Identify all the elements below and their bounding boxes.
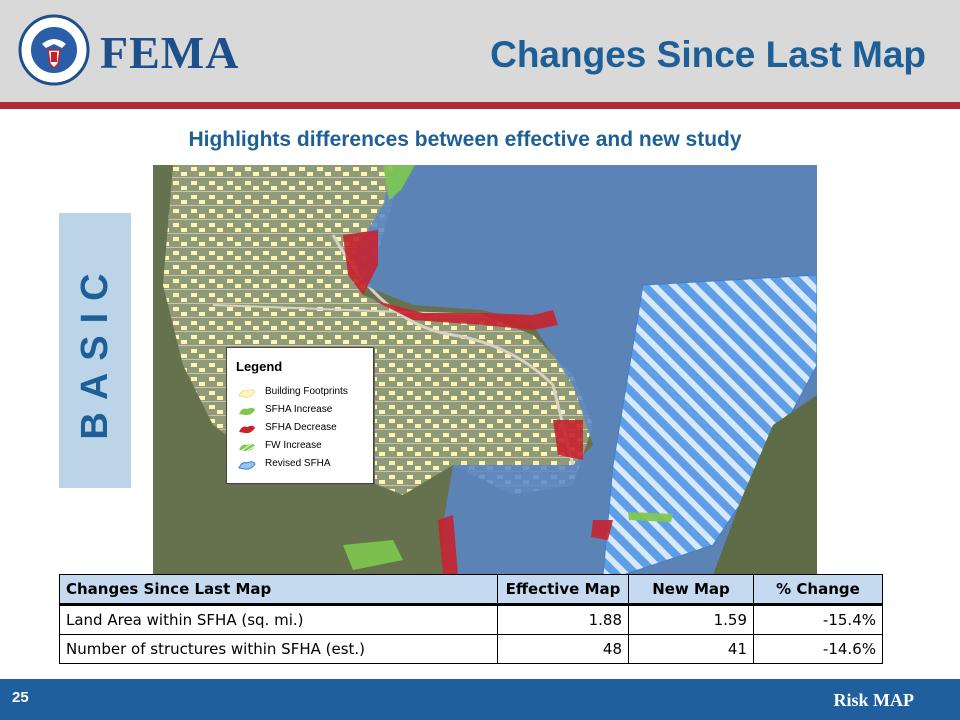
risk-map-brand: Risk MAP <box>833 690 915 710</box>
table-cell: -14.6% <box>753 634 883 664</box>
table-row: Land Area within SFHA (sq. mi.) 1.88 1.5… <box>59 604 883 635</box>
legend-item-revised-sfha: Revised SFHA <box>237 457 371 473</box>
legend-item-building-footprints: Building Footprints <box>237 385 371 401</box>
basic-side-tab: BASIC <box>59 213 131 488</box>
page-number: 25 <box>12 689 29 706</box>
table-cell: 1.88 <box>497 604 629 635</box>
sfha-increase-swatch-icon <box>239 407 255 416</box>
table-cell: 48 <box>497 634 629 664</box>
table-cell: -15.4% <box>753 604 883 635</box>
changes-table: Changes Since Last Map Effective Map New… <box>59 574 883 664</box>
table-row: Number of structures within SFHA (est.) … <box>59 634 883 664</box>
revised-sfha-swatch-icon <box>238 461 256 470</box>
revised-sfha-area <box>602 274 817 575</box>
slide-footer: 25 Risk MAP <box>0 679 960 720</box>
legend-title: Legend <box>236 359 283 374</box>
basic-tab-label: BASIC <box>74 261 116 440</box>
legend-item-fw-increase: FW Increase <box>237 439 371 455</box>
column-header: Changes Since Last Map <box>59 574 498 605</box>
building-footprints-swatch-icon <box>238 389 256 398</box>
legend-item-sfha-increase: SFHA Increase <box>237 403 371 419</box>
table-header-row: Changes Since Last Map Effective Map New… <box>59 574 883 605</box>
fw-increase-strip <box>628 512 673 522</box>
legend-item-sfha-decrease: SFHA Decrease <box>237 421 371 437</box>
sfha-decrease-swatch-icon <box>239 425 255 434</box>
column-header: Effective Map <box>497 574 629 605</box>
column-header: New Map <box>628 574 754 605</box>
legend-label: Building Footprints <box>265 386 348 397</box>
table-cell: 41 <box>628 634 754 664</box>
legend-label: FW Increase <box>265 440 322 451</box>
sfha-increase-north <box>383 165 415 200</box>
fema-logo: FEMA <box>18 14 248 86</box>
header-divider <box>0 102 960 109</box>
fema-wordmark: FEMA <box>100 27 240 78</box>
dhs-seal-icon <box>18 14 90 86</box>
slide-title: Changes Since Last Map <box>490 34 926 75</box>
table-cell: Land Area within SFHA (sq. mi.) <box>59 604 498 635</box>
fw-increase-swatch-icon <box>239 442 256 453</box>
table-cell: 1.59 <box>628 604 754 635</box>
slide-subtitle: Highlights differences between effective… <box>188 128 742 151</box>
legend-label: SFHA Decrease <box>265 422 337 433</box>
column-header: % Change <box>753 574 883 605</box>
legend-label: SFHA Increase <box>265 404 333 415</box>
sfha-decrease-north <box>343 230 378 295</box>
legend-label: Revised SFHA <box>265 458 331 469</box>
slide-header: FEMA Changes Since Last Map <box>0 0 960 102</box>
table-cell: Number of structures within SFHA (est.) <box>59 634 498 664</box>
map-legend: Legend Building Footprints SFHA Increase… <box>226 347 374 484</box>
